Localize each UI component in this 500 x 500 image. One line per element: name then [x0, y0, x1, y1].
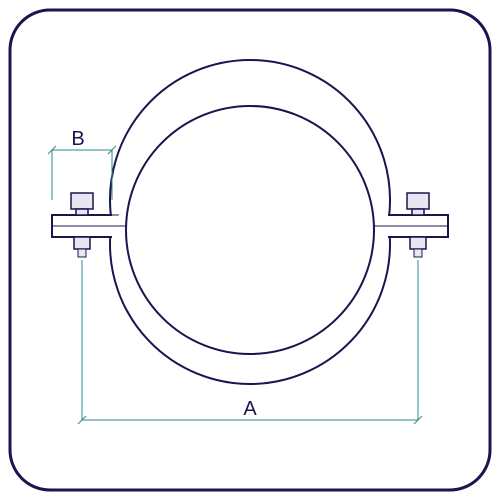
bolt-thread — [78, 249, 86, 257]
bolt-thread — [414, 249, 422, 257]
bolt-nut — [74, 237, 90, 249]
bolt-shank-top — [412, 209, 424, 215]
bolt-head — [71, 193, 93, 209]
dim-b-label: B — [71, 128, 84, 150]
dim-a-label: A — [243, 398, 257, 420]
bolt-head — [407, 193, 429, 209]
bolt-shank-top — [76, 209, 88, 215]
bolt-nut — [410, 237, 426, 249]
